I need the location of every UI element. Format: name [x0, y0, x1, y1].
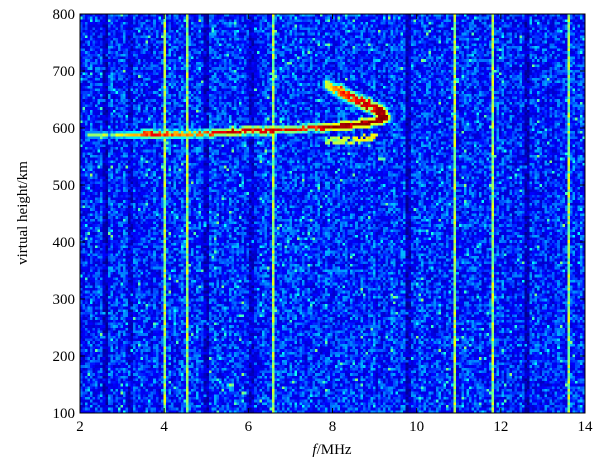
x-tick-label: 12	[493, 419, 508, 435]
x-tick-label: 14	[578, 419, 594, 435]
x-tick-label: 4	[160, 419, 168, 435]
heatmap-image	[80, 14, 585, 413]
y-tick-label: 400	[53, 235, 76, 251]
x-axis-label-italic: f	[312, 442, 318, 458]
x-axis-ticks: 2 4 6 8 10 12 14	[76, 14, 593, 435]
y-tick-label: 300	[53, 292, 76, 308]
plot-area	[79, 13, 586, 414]
x-tick-label: 2	[76, 419, 84, 435]
y-tick-label: 600	[53, 121, 76, 137]
y-tick-label: 100	[53, 406, 76, 422]
y-tick-label: 700	[53, 64, 76, 80]
x-axis-label-unit: /MHz	[317, 442, 352, 458]
x-axis-label: f/MHz	[312, 442, 352, 458]
x-tick-label: 6	[245, 419, 253, 435]
y-tick-label: 500	[53, 178, 76, 194]
x-tick-label: 8	[329, 419, 337, 435]
y-tick-label: 200	[53, 349, 76, 365]
y-tick-label: 800	[53, 7, 76, 23]
y-axis-label: virtual height/km	[15, 161, 31, 265]
x-tick-label: 10	[409, 419, 424, 435]
y-axis-ticks: 100 200 300 400 500 600 700 800	[53, 7, 585, 422]
